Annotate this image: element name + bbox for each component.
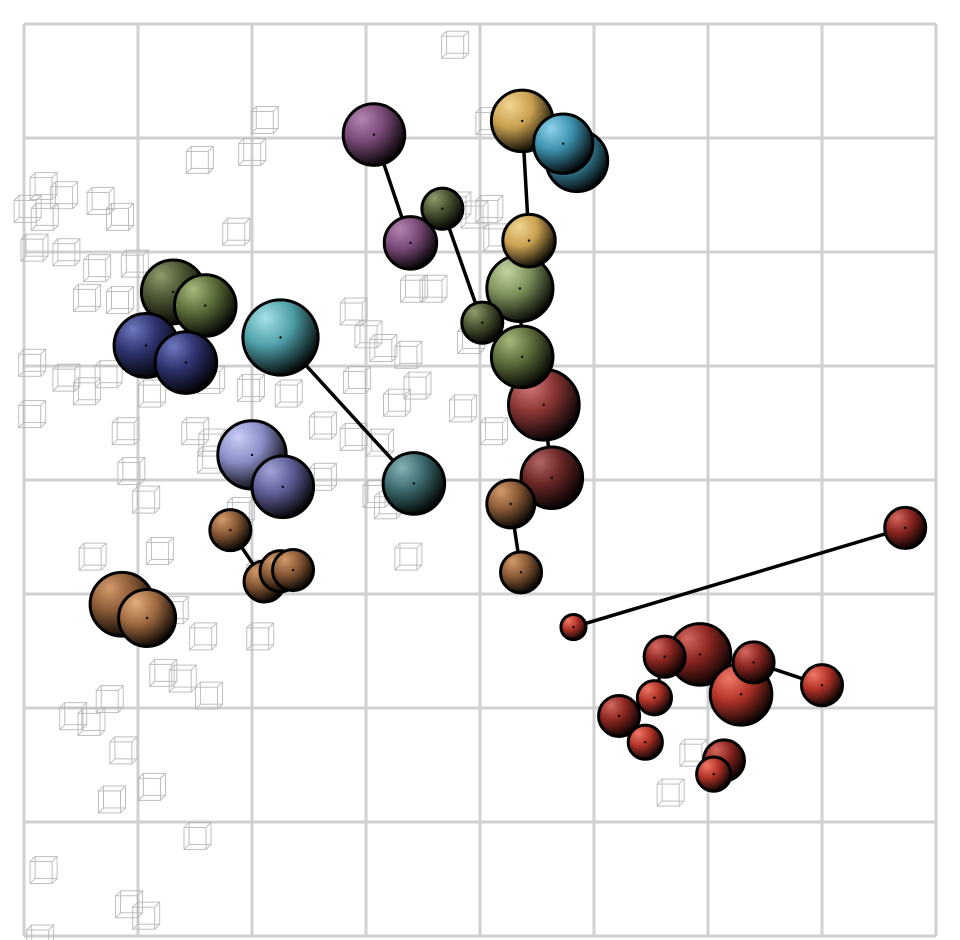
data-point	[381, 451, 447, 516]
data-point	[382, 215, 439, 271]
background-cube	[383, 388, 411, 417]
background-cube	[460, 200, 489, 229]
background-cube	[109, 736, 138, 765]
background-cube	[168, 664, 197, 693]
background-cube	[308, 411, 337, 440]
background-cube	[238, 137, 267, 166]
background-cube	[400, 274, 429, 303]
data-point	[460, 300, 505, 345]
data-point	[642, 634, 687, 679]
background-cube	[83, 254, 112, 283]
data-point	[153, 330, 219, 395]
background-cube	[274, 379, 303, 408]
background-cube	[449, 394, 478, 423]
background-cube	[52, 363, 81, 392]
background-cube	[29, 856, 58, 885]
background-cube	[20, 233, 49, 262]
background-cube	[479, 417, 508, 446]
data-point	[117, 587, 178, 648]
background-cube	[52, 238, 81, 267]
background-cube	[13, 194, 42, 223]
data-point	[501, 212, 557, 269]
data-point	[532, 112, 595, 175]
background-cube	[365, 428, 394, 457]
background-cube	[50, 181, 79, 210]
background-cube	[246, 622, 275, 651]
background-cube	[343, 365, 372, 394]
data-point	[241, 298, 320, 377]
data-point	[731, 640, 776, 685]
data-point	[341, 102, 407, 167]
background-cube	[339, 297, 368, 326]
data-point	[559, 613, 588, 642]
point-layer	[88, 88, 928, 793]
background-cube	[137, 379, 166, 408]
background-cube	[86, 186, 115, 215]
background-cube	[394, 340, 423, 369]
background-cube	[18, 348, 47, 377]
background-cube	[145, 536, 174, 565]
background-cube	[72, 283, 101, 312]
background-cube	[419, 274, 448, 303]
data-point	[635, 679, 674, 717]
background-cube	[98, 785, 126, 814]
background-cube	[78, 542, 107, 571]
background-cube	[194, 681, 223, 710]
data-point	[250, 454, 316, 520]
background-cube	[120, 249, 149, 278]
background-cube	[132, 901, 161, 930]
data-point	[695, 755, 733, 793]
background-cube	[106, 286, 134, 315]
background-cube	[30, 202, 59, 231]
background-cube	[475, 194, 504, 223]
data-point	[485, 478, 537, 530]
background-cube	[185, 145, 214, 174]
data-point	[489, 324, 555, 390]
background-cube	[339, 422, 368, 451]
background-cube	[137, 772, 166, 801]
background-cube	[111, 417, 140, 446]
background-cube	[18, 400, 47, 429]
background-cube	[354, 320, 383, 349]
data-point	[208, 508, 253, 553]
data-point	[499, 550, 544, 595]
data-point	[799, 663, 845, 708]
background-cube	[222, 217, 251, 246]
background-cube	[403, 371, 432, 400]
background-cube	[183, 821, 212, 850]
background-cube	[117, 457, 146, 486]
background-cube	[149, 658, 178, 687]
data-point	[271, 548, 316, 593]
data-point	[597, 693, 642, 738]
background-cube	[77, 707, 106, 736]
connector-line	[571, 526, 907, 629]
background-cube	[95, 685, 124, 714]
data-point	[519, 445, 585, 511]
background-cube	[250, 106, 279, 134]
background-cube	[72, 377, 101, 406]
background-cube	[394, 542, 423, 571]
data-point	[626, 723, 664, 761]
background-cube	[59, 702, 88, 731]
background-cube	[26, 924, 55, 940]
data-point	[420, 186, 465, 231]
background-cube	[106, 202, 134, 231]
background-cube	[189, 622, 218, 651]
data-point	[883, 505, 928, 550]
data-point	[172, 273, 238, 338]
background-cube	[181, 417, 210, 446]
background-cube	[237, 373, 266, 402]
background-cube	[441, 30, 470, 59]
background-cube	[369, 334, 398, 362]
background-cube	[656, 778, 685, 807]
background-cube	[132, 485, 161, 514]
